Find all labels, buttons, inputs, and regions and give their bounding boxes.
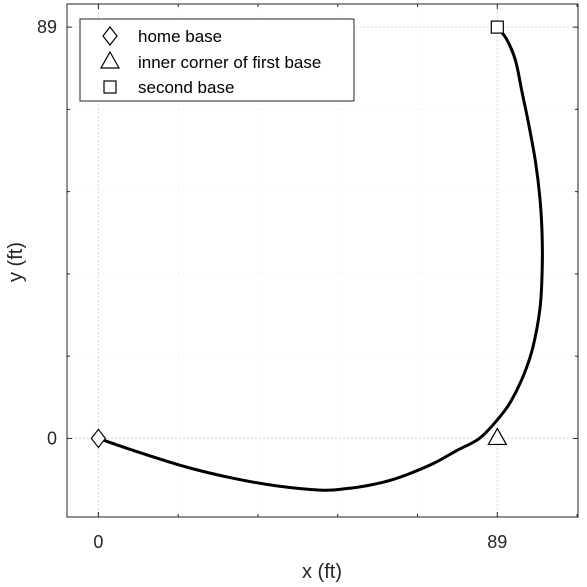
triangle-marker: [487, 427, 508, 446]
legend-label: home base: [138, 27, 222, 46]
x-tick-label: 0: [93, 532, 103, 552]
y-axis-label: y (ft): [5, 242, 27, 282]
diamond-marker: [90, 428, 107, 449]
legend: home base inner corner of first base secon…: [79, 18, 355, 102]
x-axis-label: x (ft): [302, 561, 342, 583]
x-tick-label: 89: [487, 532, 507, 552]
square-marker: [490, 20, 504, 34]
legend-triangle-marker: [99, 50, 121, 69]
legend-square-marker: [103, 80, 117, 94]
trajectory-line: [96, 25, 544, 492]
marker-layer: [90, 20, 508, 449]
legend-label: second base: [138, 78, 234, 97]
legend-label: inner corner of first base: [138, 53, 321, 72]
axes-box: [66, 3, 579, 518]
y-tick-label: 89: [37, 17, 57, 37]
legend-diamond-marker: [102, 26, 118, 46]
legend-box: [79, 18, 355, 102]
tick-labels: 0 89 0 89: [37, 17, 507, 552]
axes: [66, 3, 579, 518]
y-tick-label: 0: [47, 428, 57, 448]
path-layer: [96, 25, 544, 492]
